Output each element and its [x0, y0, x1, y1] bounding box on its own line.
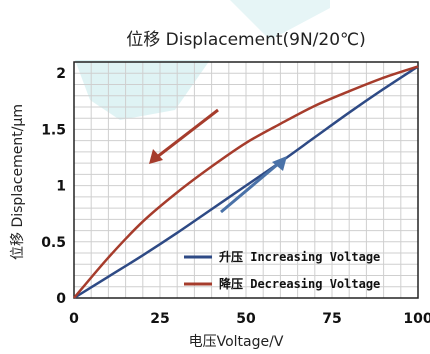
- legend-label-increasing: 升压 Increasing Voltage: [219, 249, 380, 264]
- series-group: [73, 65, 419, 300]
- arrow-increasing: [220, 156, 287, 214]
- series-line-decreasing: [73, 65, 419, 299]
- x-tick-labels: 0 25 50 75 100: [69, 311, 430, 327]
- x-tick-label: 50: [236, 311, 256, 327]
- x-tick-label: 75: [322, 311, 341, 327]
- x-tick-label: 25: [150, 311, 169, 327]
- y-tick-label: 1: [56, 179, 66, 195]
- series-line-increasing: [73, 65, 419, 300]
- plot-area-frame: [73, 61, 419, 299]
- y-axis-label: 位移 Displacement/μm: [10, 104, 26, 260]
- x-tick-label: 0: [69, 311, 79, 327]
- x-tick-label: 100: [403, 311, 430, 327]
- y-tick-label: 0.5: [41, 235, 66, 251]
- chart-title: 位移 Displacement(9N/20℃): [126, 30, 366, 50]
- x-axis-label: 电压Voltage/V: [189, 334, 284, 350]
- y-tick-label: 1.5: [41, 122, 66, 138]
- legend-label-decreasing: 降压 Decreasing Voltage: [219, 276, 380, 291]
- arrow-decreasing: [149, 108, 219, 164]
- y-tick-labels: 0 0.5 1 1.5 2: [41, 66, 66, 307]
- background-shape-top: [230, 0, 330, 40]
- legend: 升压 Increasing Voltage 降压 Decreasing Volt…: [184, 249, 380, 291]
- y-tick-label: 2: [56, 66, 66, 82]
- y-tick-label: 0: [56, 291, 66, 307]
